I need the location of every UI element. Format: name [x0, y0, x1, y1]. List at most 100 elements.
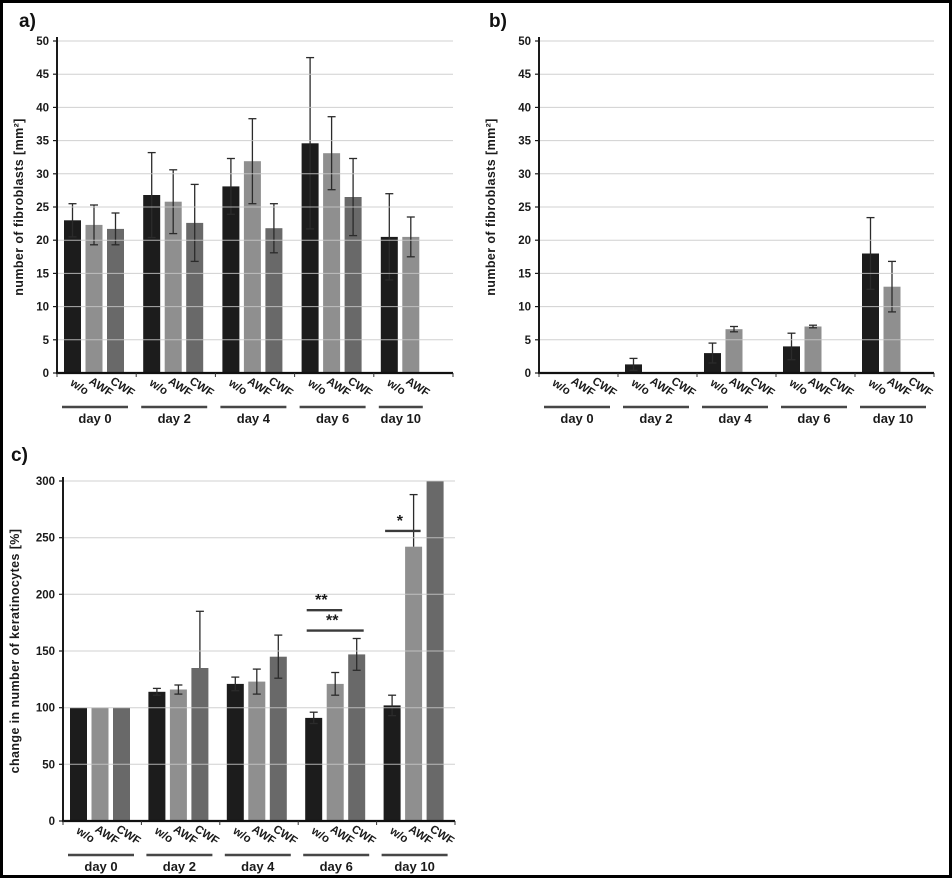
y-tick-label: 30 [36, 169, 49, 181]
x-slot-label: CWF [669, 375, 697, 399]
x-slot-label: AWF [727, 375, 755, 399]
x-slot-label: w/o [865, 377, 888, 398]
group-label: day 4 [237, 411, 271, 426]
x-slot-label: AWF [648, 375, 676, 399]
x-slot-label: w/o [146, 377, 169, 398]
x-slot-label: CWF [590, 375, 618, 399]
bar [64, 220, 81, 373]
group-label: day 10 [394, 859, 434, 874]
group-label: day 10 [873, 411, 913, 426]
bar [348, 654, 366, 821]
x-slot-label: AWF [569, 375, 597, 399]
y-tick-label: 10 [36, 302, 49, 314]
x-slot-label: CWF [266, 375, 294, 399]
x-slot-label: w/o [230, 825, 253, 846]
x-slot-label: w/o [225, 377, 248, 398]
bar [862, 253, 879, 373]
x-slot-label: w/o [308, 825, 331, 846]
y-tick-label: 40 [36, 102, 49, 114]
bar [804, 326, 822, 373]
bar [191, 668, 209, 821]
y-axis-title: change in number of keratinocytes [%] [8, 529, 22, 774]
y-axis-title: number of fibroblasts [mm²] [484, 118, 498, 295]
x-slot-label: AWF [328, 823, 356, 847]
bar [226, 683, 244, 821]
x-slot-label: CWF [187, 375, 215, 399]
y-tick-label: 35 [36, 136, 49, 148]
y-tick-label: 0 [525, 368, 531, 380]
y-tick-label: 15 [518, 268, 531, 280]
y-tick-label: 50 [518, 36, 531, 48]
bar [265, 228, 283, 373]
bar [164, 201, 182, 373]
x-slot-label: w/o [151, 825, 174, 846]
x-slot-label: AWF [249, 823, 277, 847]
group-label: day 4 [718, 411, 752, 426]
bar [248, 681, 266, 821]
bar [380, 236, 398, 373]
group-label: day 0 [84, 859, 117, 874]
x-slot-label: AWF [93, 823, 121, 847]
x-slot-label: CWF [114, 823, 142, 847]
y-tick-label: 0 [49, 816, 55, 828]
bar [323, 153, 341, 373]
y-tick-label: 15 [36, 268, 49, 280]
y-tick-label: 20 [36, 235, 49, 247]
group-label: day 10 [381, 411, 421, 426]
y-tick-label: 100 [36, 703, 55, 715]
y-tick-label: 50 [42, 759, 55, 771]
x-slot-label: CWF [906, 375, 934, 399]
bar [148, 691, 166, 821]
x-slot-label: w/o [73, 825, 96, 846]
bar [186, 222, 204, 373]
chart-fibroblasts-normal: number of fibroblasts [mm²] 0 5 10 15 20 25 30 3… [12, 36, 454, 426]
group-label: day 6 [797, 411, 830, 426]
bar [222, 186, 240, 373]
x-slot-label: AWF [806, 375, 834, 399]
sig-label: * [397, 513, 404, 530]
x-slot-label: w/o [786, 377, 809, 398]
bar [405, 546, 423, 821]
bar [883, 286, 901, 373]
group-label: day 4 [241, 859, 275, 874]
y-tick-label: 5 [43, 335, 50, 347]
bar [85, 224, 103, 373]
x-slot-label: CWF [108, 375, 136, 399]
y-tick-label: 25 [36, 202, 49, 214]
group-label: day 0 [78, 411, 111, 426]
y-tick-label: 250 [36, 533, 55, 545]
y-tick-label: 300 [36, 476, 55, 488]
x-slot-label: CWF [748, 375, 776, 399]
x-slot-label: CWF [345, 375, 373, 399]
y-tick-label: 30 [518, 169, 531, 181]
bar [402, 236, 420, 373]
y-tick-label: 45 [36, 69, 49, 81]
chart-fibroblasts-condition-b: number of fibroblasts [mm²] 0 5 10 15 20 25 30 3… [484, 36, 935, 426]
x-slot-label: AWF [87, 375, 115, 399]
bar [326, 683, 344, 821]
panel-label-c: c) [11, 445, 28, 466]
x-slot-label: AWF [403, 375, 431, 399]
sig-label: ** [326, 613, 339, 630]
bar [269, 656, 287, 821]
x-slot-label: CWF [349, 823, 377, 847]
group-label: day 2 [158, 411, 191, 426]
x-slot-label: CWF [427, 823, 455, 847]
bar [169, 689, 187, 821]
x-slot-label: CWF [192, 823, 220, 847]
bar [344, 197, 362, 373]
bar [301, 143, 319, 373]
x-slot-label: w/o [67, 377, 90, 398]
x-slot-label: w/o [628, 377, 651, 398]
group-label: day 0 [560, 411, 593, 426]
x-slot-label: CWF [271, 823, 299, 847]
bar [243, 161, 261, 373]
y-tick-label: 20 [518, 235, 531, 247]
y-tick-label: 45 [518, 69, 531, 81]
y-tick-label: 40 [518, 102, 531, 114]
x-slot-label: AWF [166, 375, 194, 399]
y-tick-label: 25 [518, 202, 531, 214]
bar [305, 717, 323, 821]
x-slot-label: AWF [171, 823, 199, 847]
y-tick-label: 10 [518, 302, 531, 314]
